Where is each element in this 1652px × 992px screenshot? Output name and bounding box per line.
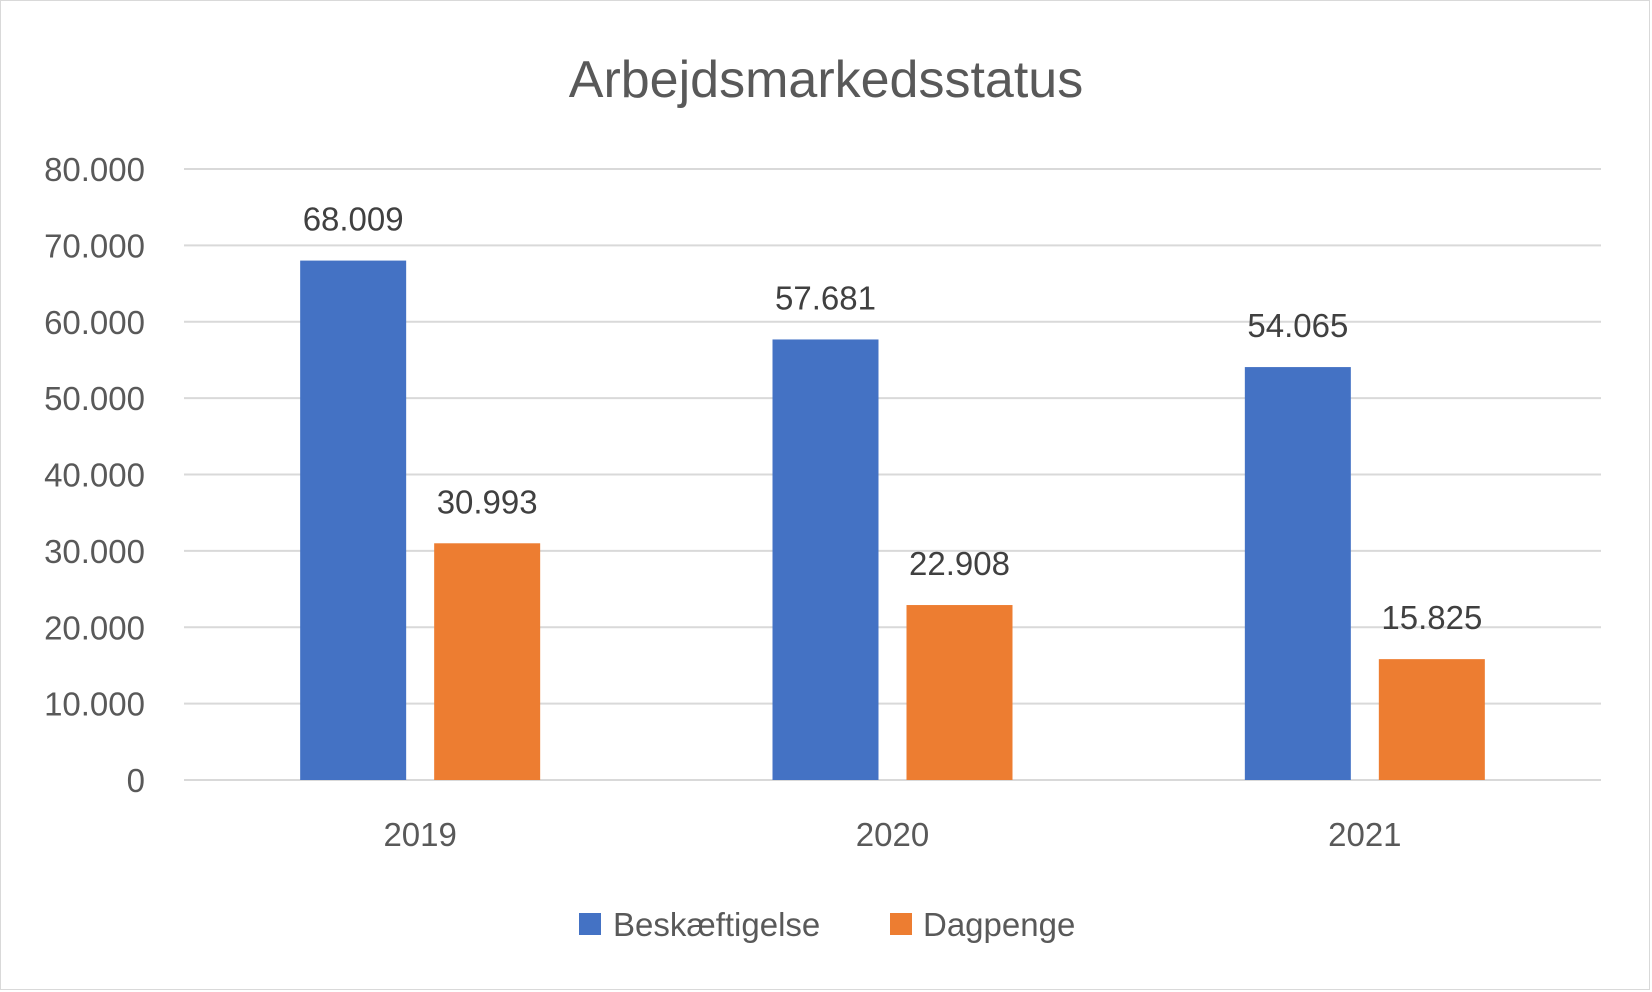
data-label: 30.993: [437, 483, 538, 520]
y-axis-tick-labels: 0 10.000 20.000 30.000 40.000 50.000 60.000 70.…: [44, 151, 145, 799]
data-label: 57.681: [775, 279, 876, 316]
legend-swatch-dagpenge: [890, 913, 912, 935]
bars: [300, 260, 1485, 780]
gridlines: [184, 168, 1601, 781]
data-label: 15.825: [1381, 599, 1482, 636]
data-labels: 68.009 30.993 57.681 22.908 54.065 15.825: [303, 201, 1483, 637]
legend-label-beskæftigelse: Beskæftigelse: [613, 906, 820, 943]
data-label: 54.065: [1247, 307, 1348, 344]
data-label: 22.908: [909, 545, 1010, 582]
legend: Beskæftigelse Dagpenge: [579, 906, 1075, 943]
x-tick-label: 2019: [383, 816, 456, 853]
x-tick-label: 2021: [1328, 816, 1401, 853]
y-tick-label: 10.000: [44, 686, 145, 723]
y-tick-label: 50.000: [44, 380, 145, 417]
bar-dagpenge-2021: [1378, 659, 1485, 780]
y-tick-label: 40.000: [44, 457, 145, 494]
y-tick-label: 0: [127, 762, 145, 799]
data-label: 68.009: [303, 201, 404, 238]
y-tick-label: 20.000: [44, 609, 145, 646]
bar-beskæftigelse-2021: [1244, 367, 1351, 780]
x-tick-label: 2020: [856, 816, 929, 853]
bar-dagpenge-2020: [906, 605, 1013, 780]
y-tick-label: 70.000: [44, 227, 145, 264]
legend-swatch-beskæftigelse: [579, 913, 601, 935]
bar-dagpenge-2019: [434, 543, 541, 780]
bar-beskæftigelse-2019: [300, 260, 407, 780]
legend-label-dagpenge: Dagpenge: [923, 906, 1075, 943]
y-tick-label: 30.000: [44, 533, 145, 570]
y-tick-label: 60.000: [44, 304, 145, 341]
y-tick-label: 80.000: [44, 151, 145, 188]
x-axis-tick-labels: 2019 2020 2021: [383, 816, 1401, 853]
bar-beskæftigelse-2020: [772, 339, 879, 780]
chart-title: Arbejdsmarkedsstatus: [569, 51, 1083, 109]
